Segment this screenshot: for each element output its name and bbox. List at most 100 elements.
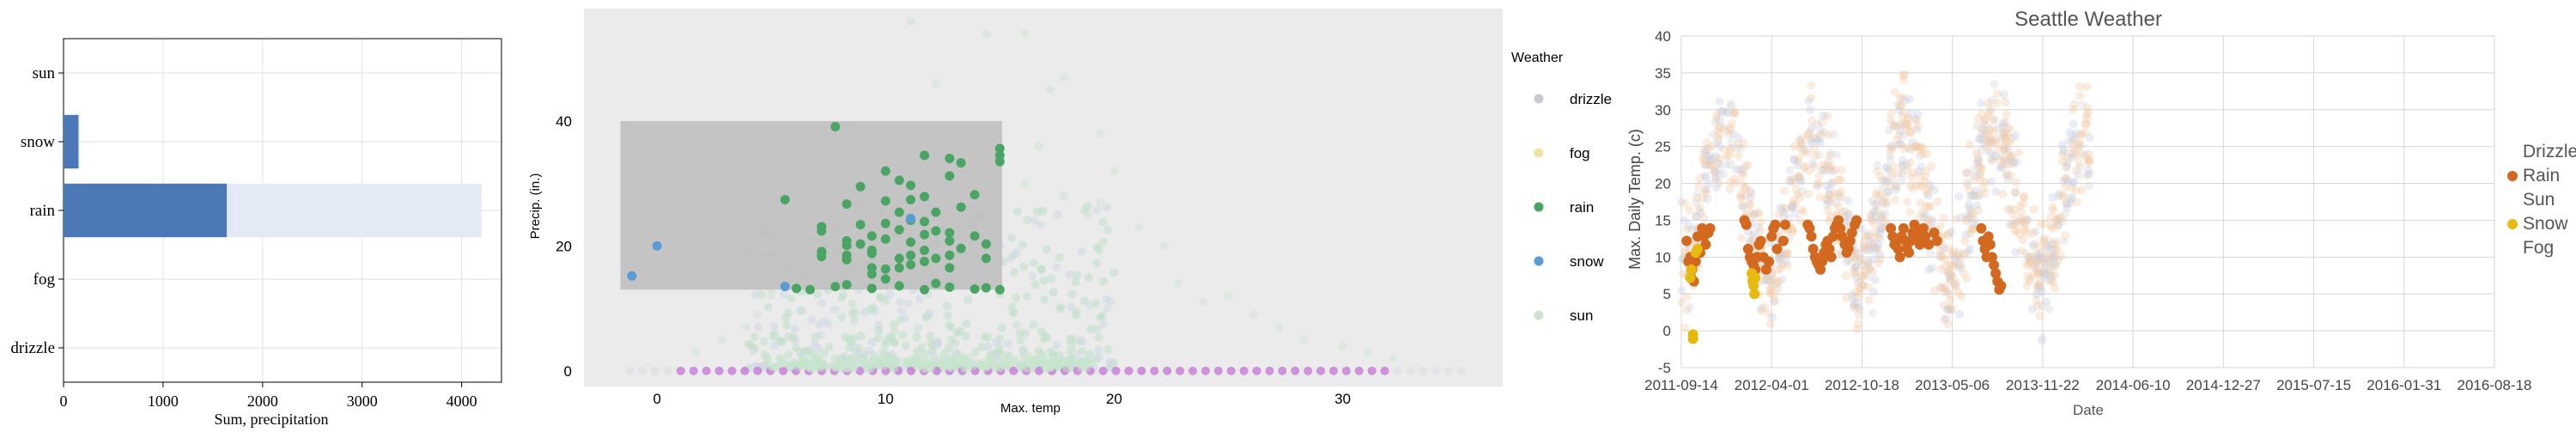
seattle-faded-point: [1695, 203, 1704, 212]
seattle-faded-point: [1711, 183, 1721, 192]
scatter-faded-point: [1023, 216, 1032, 225]
scatter-faded-point: [1093, 345, 1103, 355]
seattle-faded-point: [1913, 110, 1923, 119]
seattle-faded-point: [1974, 190, 1984, 199]
seattle-faded-point: [1911, 180, 1921, 190]
seattle-faded-point: [2050, 271, 2059, 280]
seattle-faded-point: [1947, 228, 1956, 237]
seattle-faded-point: [1754, 209, 1764, 218]
seattle-faded-point: [1849, 253, 1858, 263]
scatter-point-rain: [894, 263, 904, 273]
scatter-point-rain: [841, 199, 852, 210]
scatter-point-rain: [920, 284, 930, 295]
seattle-faded-point: [1722, 107, 1732, 117]
scatter-legend[interactable]: Weather drizzle fog rain snow sun: [1511, 51, 1612, 324]
seattle-faded-point: [1972, 158, 1982, 167]
seattle-faded-point: [1996, 162, 2005, 172]
scatter-faded-point: [1224, 291, 1233, 301]
seattle-faded-point: [1892, 182, 1901, 192]
seattle-faded-point: [1819, 165, 1828, 174]
seattle-faded-point: [1737, 234, 1747, 243]
seattle-faded-point: [2001, 129, 2010, 138]
scatter-faded-point: [781, 358, 790, 368]
seattle-faded-point: [1908, 137, 1917, 147]
seattle-x-tick-label: 2013-11-22: [2006, 377, 2080, 393]
scatter-faded-point: [1028, 272, 1037, 282]
seattle-faded-point: [1771, 296, 1780, 306]
scatter-faded-point: [1038, 206, 1048, 216]
seattle-faded-point: [1730, 179, 1740, 188]
seattle-faded-point: [1706, 160, 1716, 169]
seattle-faded-point: [1861, 244, 1870, 253]
seattle-faded-point: [1862, 258, 1872, 267]
scatter-faded-point: [1042, 245, 1051, 254]
seattle-faded-point: [1881, 200, 1891, 210]
seattle-point-rain: [1837, 231, 1848, 242]
seattle-faded-point: [2066, 198, 2075, 208]
scatter-zero-point: [1124, 366, 1133, 375]
seattle-faded-point: [1917, 180, 1927, 190]
seattle-faded-point: [1918, 149, 1928, 159]
seattle-faded-point: [1871, 243, 1880, 253]
scatter-faded-point: [915, 295, 925, 304]
scatter-faded-point: [983, 342, 993, 351]
seattle-faded-point: [2063, 161, 2072, 171]
scatter-point-rain: [945, 263, 955, 273]
seattle-faded-point: [1978, 184, 1988, 193]
seattle-faded-point: [1694, 180, 1704, 190]
seattle-faded-point: [1906, 129, 1916, 138]
seattle-faded-point: [1776, 257, 1785, 266]
seattle-faded-point: [1986, 177, 1996, 186]
seattle-faded-point: [1749, 229, 1759, 239]
seattle-faded-point: [1999, 119, 2008, 128]
bar-x-tick-label: 1000: [148, 392, 179, 410]
seattle-faded-point: [1727, 137, 1736, 147]
seattle-faded-point: [1994, 144, 2003, 154]
scatter-point-rain: [945, 228, 955, 238]
seattle-legend[interactable]: Drizzle Rain Sun Snow Fog: [2507, 142, 2576, 258]
seattle-faded-point: [2022, 281, 2032, 290]
seattle-point-rain: [1904, 247, 1915, 259]
seattle-faded-point: [1794, 157, 1803, 167]
seattle-faded-point: [1788, 174, 1797, 184]
seattle-faded-point: [2053, 245, 2063, 254]
seattle-faded-point: [1699, 213, 1709, 222]
scatter-faded-point: [1034, 142, 1043, 150]
scatter-point-rain: [880, 274, 890, 284]
scatter-faded-point: [907, 357, 916, 367]
seattle-faded-point: [1807, 94, 1816, 103]
seattle-faded-point: [1834, 192, 1844, 201]
scatter-point-rain: [920, 245, 930, 255]
seattle-faded-point: [1999, 155, 2008, 164]
seattle-faded-point: [1862, 261, 1872, 271]
seattle-faded-point: [1780, 186, 1789, 196]
scatter-point-rain: [780, 195, 790, 205]
seattle-faded-point: [2039, 264, 2049, 273]
scatter-y-axis-label: Precip. (in.): [528, 173, 543, 240]
seattle-faded-point: [2021, 215, 2031, 224]
seattle-faded-point: [2067, 183, 2076, 192]
seattle-faded-point: [1903, 114, 1912, 124]
seattle-legend-label-snow: Snow: [2523, 214, 2568, 234]
scatter-point-snow: [906, 213, 916, 223]
seattle-faded-point: [1736, 143, 1746, 153]
scatter-faded-point: [1274, 322, 1284, 332]
seattle-point-rain: [1923, 239, 1935, 250]
scatter-point-rain: [841, 254, 852, 265]
seattle-faded-point: [1738, 203, 1747, 212]
seattle-faded-point: [2075, 82, 2084, 91]
scatter-point-rain: [945, 236, 955, 246]
seattle-faded-point: [1923, 216, 1933, 225]
scatter-faded-point: [867, 338, 877, 347]
seattle-faded-point: [2000, 144, 2009, 154]
seattle-faded-point: [2011, 131, 2020, 140]
seattle-faded-point: [2082, 114, 2092, 124]
seattle-faded-point: [1876, 191, 1886, 200]
seattle-faded-point: [1868, 215, 1877, 224]
scatter-faded-point: [874, 320, 884, 330]
scatter-selection[interactable]: [620, 120, 1003, 290]
seattle-faded-point: [1976, 162, 1985, 172]
seattle-faded-point: [1805, 106, 1814, 115]
seattle-faded-point: [1912, 125, 1922, 135]
seattle-faded-point: [2007, 151, 2016, 161]
